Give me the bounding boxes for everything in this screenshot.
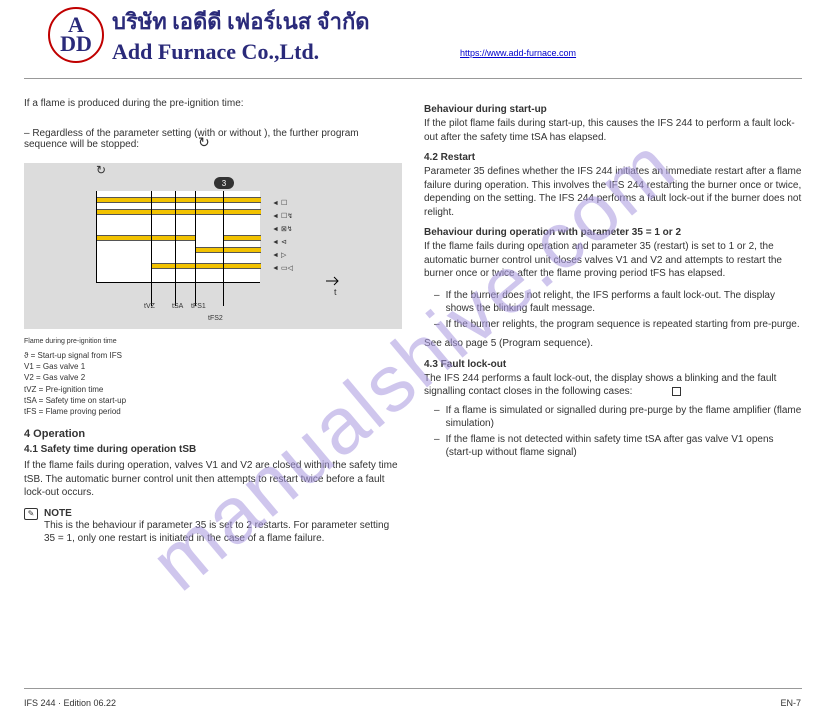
note-title: NOTE bbox=[44, 508, 402, 519]
bar-ignition bbox=[151, 263, 261, 269]
time-axis-arrow bbox=[326, 276, 342, 286]
loop-icon: ↻ bbox=[198, 134, 210, 151]
time-axis-label: t bbox=[334, 287, 337, 297]
phase-badge: 3 bbox=[214, 177, 234, 189]
rc-p2: Parameter 35 defines whether the IFS 244… bbox=[424, 165, 802, 219]
dim-label-tvz: tVZ bbox=[144, 303, 155, 310]
intro-line-1: If a flame is produced during the pre-ig… bbox=[24, 98, 244, 109]
rc-li4: –If the flame is not detected within saf… bbox=[434, 433, 802, 460]
diagram-plot-area bbox=[96, 191, 260, 283]
legend-flame: ◄▭◁ bbox=[272, 264, 293, 272]
footer-left: IFS 244 · Edition 06.22 bbox=[24, 698, 116, 708]
rc-li2: –If the burner relights, the program seq… bbox=[434, 318, 802, 332]
rc-li3: –If a flame is simulated or signalled du… bbox=[434, 404, 802, 431]
logo-letter-dd: DD bbox=[60, 35, 92, 54]
page-header: A DD บริษัท เอดีดี เฟอร์เนส จำกัด Add Fu… bbox=[48, 4, 370, 65]
rc-p1: If the pilot flame fails during start-up… bbox=[424, 117, 802, 144]
intro-line-2: – Regardless of the parameter setting (w… bbox=[24, 128, 404, 150]
diagram-legend-text: ϑ = Start-up signal from IFS V1 = Gas va… bbox=[24, 350, 126, 417]
right-column: Behaviour during start-up If the pilot f… bbox=[424, 96, 802, 462]
rc-h2: 4.2 Restart bbox=[424, 152, 802, 163]
section-4-1-body: If the flame fails during operation, val… bbox=[24, 459, 402, 500]
bar-v2 bbox=[195, 247, 261, 253]
vline-1 bbox=[151, 191, 152, 306]
company-name-en: Add Furnace Co.,Ltd. bbox=[112, 39, 370, 65]
note-body: This is the behaviour if parameter 35 is… bbox=[44, 519, 402, 546]
legend-ignition: ◄▷ bbox=[272, 251, 286, 259]
rc-note: See also page 5 (Program sequence). bbox=[424, 337, 802, 351]
bar-theta bbox=[97, 197, 261, 203]
rc-li1: –If the burner does not relight, the IFS… bbox=[434, 289, 802, 316]
company-name-thai: บริษัท เอดีดี เฟอร์เนส จำกัด bbox=[112, 4, 370, 39]
legend-startup: ◄☐↯ bbox=[272, 212, 293, 220]
dim-label-tfs1: tFS1 bbox=[191, 303, 206, 310]
vline-3 bbox=[195, 191, 196, 306]
legend-v2: ◄⊲ bbox=[272, 238, 287, 246]
footer-right: EN-7 bbox=[780, 698, 801, 708]
rc-h1: Behaviour during start-up bbox=[424, 104, 802, 115]
loop-icon-small: ↻ bbox=[96, 163, 106, 177]
vline-4 bbox=[223, 191, 224, 306]
diagram-caption: Flame during pre-ignition time bbox=[24, 338, 402, 345]
legend-theta: ◄☐ bbox=[272, 199, 287, 207]
bar-v1-b bbox=[223, 235, 261, 241]
header-rule bbox=[24, 78, 802, 79]
website-link[interactable]: https://www.add-furnace.com bbox=[460, 48, 576, 58]
legend-v1: ◄⊠↯ bbox=[272, 225, 293, 233]
vline-2 bbox=[175, 191, 176, 306]
company-logo: A DD bbox=[48, 7, 104, 63]
bar-startup bbox=[97, 209, 261, 215]
blink-square-icon bbox=[672, 387, 681, 396]
bar-v1-a bbox=[97, 235, 195, 241]
rc-h2b: Behaviour during operation with paramete… bbox=[424, 227, 802, 238]
dim-label-tfs2: tFS2 bbox=[208, 315, 223, 322]
note-icon: ✎ bbox=[24, 508, 38, 520]
rc-p3: If the flame fails during operation and … bbox=[424, 240, 802, 281]
rc-h3: 4.3 Fault lock-out bbox=[424, 359, 802, 370]
section-4-title: 4 Operation bbox=[24, 428, 402, 440]
dim-label-tsa: tSA bbox=[172, 303, 183, 310]
section-4: 4 Operation 4.1 Safety time during opera… bbox=[24, 428, 402, 552]
footer-rule bbox=[24, 688, 802, 689]
section-4-1-title: 4.1 Safety time during operation tSB bbox=[24, 444, 402, 455]
timing-diagram: ↻ 3 t tVZ tSA tFS1 tFS2 ◄☐ ◄☐↯ ◄⊠↯ ◄⊲ ◄▷… bbox=[24, 163, 402, 329]
